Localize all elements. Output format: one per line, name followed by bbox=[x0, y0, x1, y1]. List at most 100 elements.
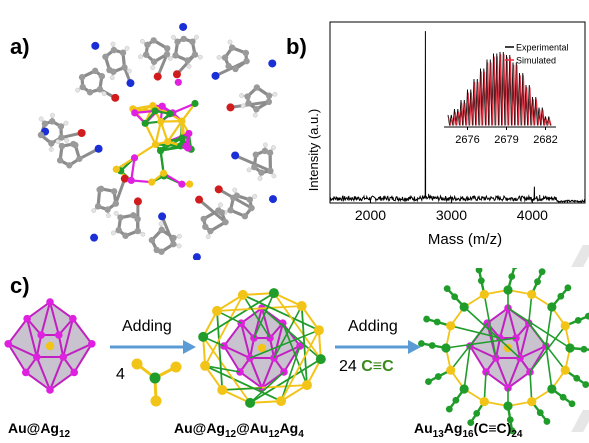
alkyne-carbon-atom bbox=[425, 378, 432, 385]
polyhedron-edge bbox=[485, 371, 509, 389]
shell-core-bond bbox=[483, 371, 487, 402]
formula-subscript: 12 bbox=[58, 428, 71, 440]
shell-core-bond bbox=[261, 307, 322, 360]
formula-subscript: 24 bbox=[511, 428, 523, 440]
nitrogen-atom bbox=[91, 41, 100, 50]
carbon-atom bbox=[117, 214, 124, 221]
formula-subscript: 4 bbox=[298, 428, 304, 440]
carbon-atom bbox=[244, 93, 251, 100]
polyhedron-edge bbox=[507, 357, 521, 389]
formula-text: Au@Ag bbox=[174, 420, 225, 436]
polyhedron-edge bbox=[239, 371, 263, 389]
au-au-bond bbox=[242, 292, 274, 296]
polyhedron-edge bbox=[273, 322, 284, 359]
hydrogen-atom bbox=[205, 234, 211, 240]
carbon-atom bbox=[218, 209, 225, 216]
alkyne-carbon-atom bbox=[433, 318, 441, 326]
gold-atom bbox=[148, 178, 156, 186]
alkyne-carbon-atom bbox=[538, 268, 546, 276]
polyhedron-edge bbox=[40, 301, 51, 336]
formula-text: Au@Ag bbox=[8, 420, 59, 436]
silver-atom bbox=[315, 354, 326, 365]
carbon-atom bbox=[119, 49, 127, 56]
shell-core-bond bbox=[253, 292, 275, 339]
nitrogen-atom bbox=[179, 22, 188, 31]
formula-subscript: 13 bbox=[432, 428, 444, 440]
alkyne-carbon-atom bbox=[543, 418, 551, 425]
formula-text: (C≡C) bbox=[473, 420, 512, 436]
silver-atom bbox=[547, 384, 557, 394]
hydrogen-atom bbox=[140, 231, 146, 237]
polyhedron-edge bbox=[223, 345, 241, 373]
silver-atom bbox=[459, 302, 469, 312]
hydrogen-atom bbox=[138, 54, 143, 60]
oxygen-atom bbox=[195, 195, 204, 204]
shell-core-bond bbox=[507, 307, 571, 349]
hydrogen-atom bbox=[216, 54, 222, 60]
hydrogen-atom bbox=[63, 120, 69, 126]
gold-atom bbox=[296, 301, 307, 312]
silver-atom bbox=[237, 319, 245, 327]
carbon-atom bbox=[261, 147, 269, 155]
carbon-atom bbox=[200, 215, 207, 223]
carbon-atom bbox=[130, 212, 137, 219]
panel-label-b: b) bbox=[286, 34, 307, 59]
alkynyl-silver-atom bbox=[141, 119, 149, 127]
hydrogen-atom bbox=[271, 145, 276, 151]
gold-atom bbox=[212, 305, 223, 316]
carbon-atom bbox=[267, 167, 274, 175]
carbon-atom bbox=[253, 84, 261, 91]
hydrogen-atom bbox=[101, 91, 107, 97]
au-au-bond bbox=[216, 294, 244, 312]
silver-atom bbox=[178, 180, 186, 188]
hydrogen-atom bbox=[113, 210, 119, 216]
carbon-atom bbox=[265, 98, 273, 106]
carbon-atom bbox=[148, 236, 156, 244]
linker-bond bbox=[114, 178, 127, 205]
hydrogen-atom bbox=[271, 173, 277, 179]
carbon-atom bbox=[241, 212, 249, 220]
carbon-atom bbox=[202, 223, 209, 230]
carbon-atom bbox=[48, 118, 56, 125]
inset-experimental-trace bbox=[447, 51, 551, 126]
carbon-atom bbox=[48, 140, 55, 147]
hydrogen-atom bbox=[194, 34, 199, 40]
polyhedron-edge bbox=[49, 301, 60, 336]
alkyne-carbon-atom bbox=[574, 316, 582, 324]
alkyne-carbon-atom bbox=[557, 292, 565, 300]
shell-bond bbox=[300, 305, 308, 386]
hydrogen-atom bbox=[48, 147, 54, 152]
carbon-atom bbox=[112, 200, 120, 207]
alkynyl-silver-atom bbox=[178, 134, 186, 142]
carbon-atom bbox=[266, 149, 274, 156]
carbon-atom bbox=[222, 218, 229, 226]
hydrogen-atom bbox=[227, 39, 233, 45]
carbon-atom bbox=[233, 192, 241, 199]
carbon-atom bbox=[164, 45, 171, 52]
spectrum-axes bbox=[329, 21, 586, 204]
silver-atom bbox=[55, 331, 63, 339]
alkyne-carbon-atom bbox=[580, 345, 588, 353]
hydrogen-atom bbox=[109, 75, 115, 81]
carbon-atom bbox=[252, 151, 260, 158]
shell-bond bbox=[216, 310, 224, 391]
alkyne-carbon-atom bbox=[508, 273, 516, 280]
ag-au3-reagent-icon bbox=[131, 358, 182, 407]
nitrogen-atom bbox=[268, 59, 277, 68]
metal-metal-bond bbox=[133, 143, 157, 159]
carbon-atom bbox=[172, 52, 179, 59]
linker-bond bbox=[175, 53, 197, 76]
silver-atom bbox=[88, 340, 96, 348]
carbon-atom bbox=[121, 64, 128, 71]
panel-label-c: c) bbox=[10, 273, 30, 298]
polyhedron-edge bbox=[62, 342, 93, 358]
shell-core-bond bbox=[273, 305, 303, 359]
silver-atom bbox=[69, 314, 77, 323]
hydrogen-atom bbox=[124, 45, 130, 51]
carbon-atom bbox=[94, 203, 102, 210]
polyhedron-edge bbox=[26, 301, 51, 320]
hydrogen-atom bbox=[91, 208, 97, 213]
central-gold-atom bbox=[45, 341, 55, 351]
hydrogen-atom bbox=[239, 93, 244, 98]
alkyne-carbon-atom bbox=[564, 284, 572, 292]
